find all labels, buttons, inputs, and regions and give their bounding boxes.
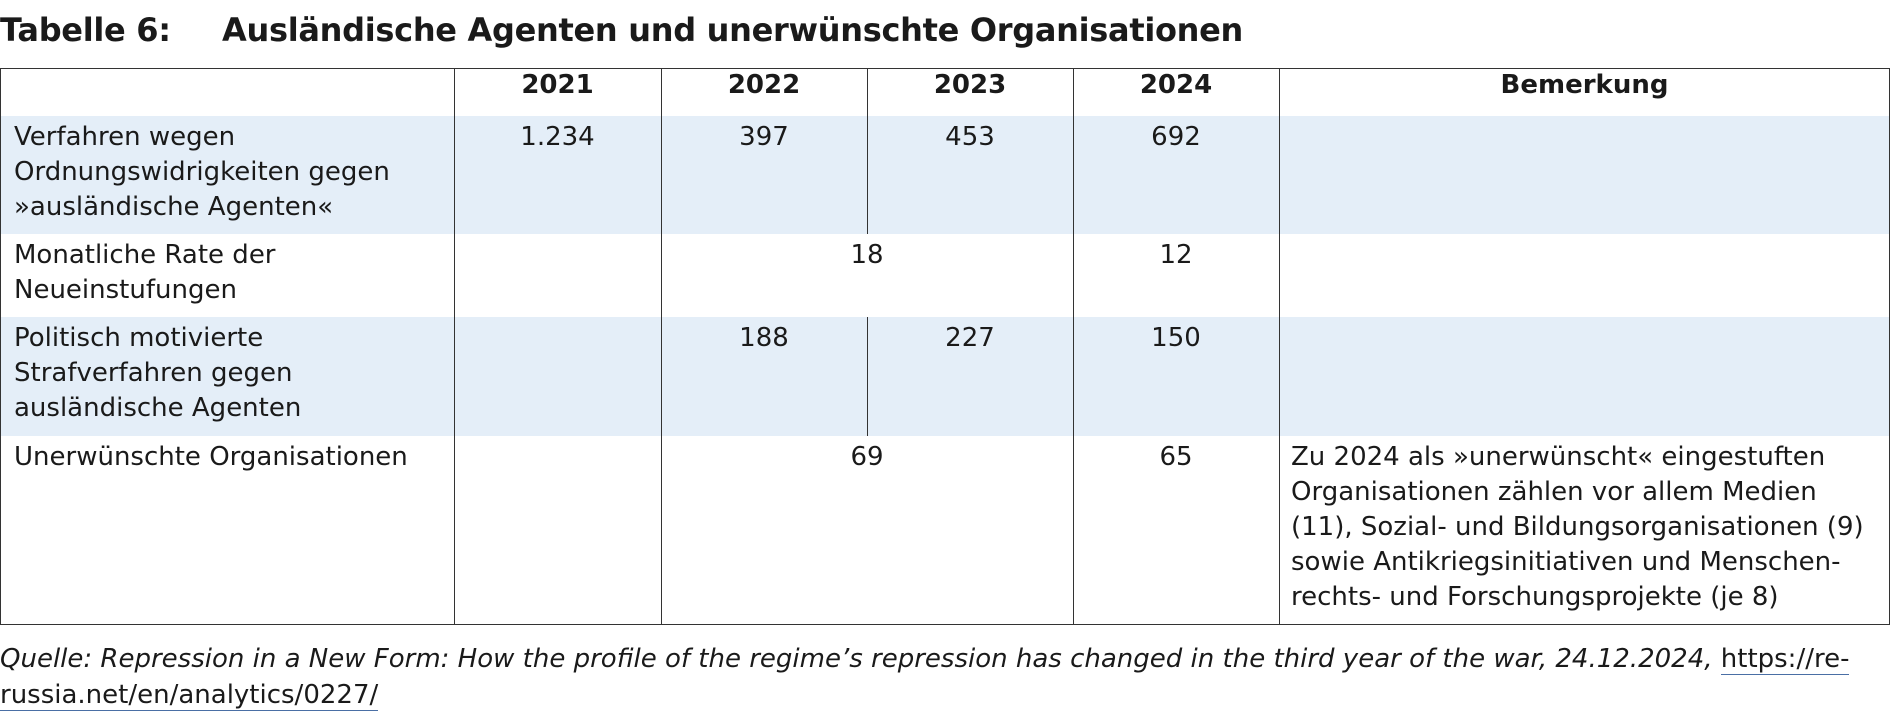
table-row: Monatliche Rate der Neueinstufungen 18 1…: [0, 234, 1890, 317]
cell-remark: [1279, 234, 1890, 317]
header-2021: 2021: [521, 70, 594, 100]
cell-2024: 12: [1159, 240, 1193, 270]
data-table: 2021 2022 2023 2024 Bemerkung Verfahren …: [0, 68, 1890, 626]
column-divider: [454, 68, 455, 625]
row-label: Monatliche Rate der Neueinstufungen: [14, 240, 276, 305]
cell-2021: [454, 436, 661, 626]
table-row: Politisch motivierte Strafverfahren gege…: [0, 317, 1890, 436]
source-link[interactable]: https://re-russia.net/en/analytics/0227/: [0, 644, 1850, 711]
cell-remark: [1279, 317, 1890, 436]
cell-2022: 397: [661, 116, 867, 234]
column-divider: [1279, 68, 1280, 625]
column-divider: [661, 68, 662, 625]
header-2024: 2024: [1139, 70, 1213, 100]
cell-remark: [1279, 116, 1890, 234]
column-divider: [867, 116, 868, 234]
cell-remark: Zu 2024 als »unerwünscht« eingestuften O…: [1291, 442, 1864, 612]
header-empty: [0, 68, 454, 116]
cell-2024: 65: [1159, 442, 1193, 472]
column-divider: [867, 68, 868, 116]
table-row: Unerwünschte Organisationen 69 65 Zu 202…: [0, 436, 1890, 626]
column-divider: [1073, 68, 1074, 625]
cell-2024: 150: [1073, 317, 1279, 436]
cell-2021: [454, 317, 661, 436]
cell-2022-2023: 18: [850, 240, 884, 270]
cell-2021: 1.234: [454, 116, 661, 234]
cell-2022: 188: [661, 317, 867, 436]
header-row: 2021 2022 2023 2024 Bemerkung: [0, 68, 1890, 116]
header-2023: 2023: [933, 70, 1007, 100]
row-label: Unerwünschte Organisationen: [14, 442, 408, 472]
cell-2024: 692: [1073, 116, 1279, 234]
cell-2022-2023: 69: [850, 442, 884, 472]
row-label: Verfahren wegen Ordnungswidrigkeiten geg…: [0, 116, 454, 234]
header-2022: 2022: [727, 70, 801, 100]
header-remark: Bemerkung: [1500, 70, 1669, 100]
table-caption: Ausländische Agenten und unerwünschte Or…: [222, 11, 1244, 49]
cell-2023: 227: [867, 317, 1073, 436]
table-number: Tabelle 6:: [0, 11, 171, 49]
source-text: Quelle: Repression in a New Form: How th…: [0, 644, 1713, 674]
cell-2023: 453: [867, 116, 1073, 234]
source-note: Quelle: Repression in a New Form: How th…: [0, 641, 1890, 713]
table-row: Verfahren wegen Ordnungswidrigkeiten geg…: [0, 116, 1890, 234]
column-divider: [867, 317, 868, 436]
row-label: Politisch motivierte Strafverfahren gege…: [0, 317, 454, 436]
cell-2021: [454, 234, 661, 317]
